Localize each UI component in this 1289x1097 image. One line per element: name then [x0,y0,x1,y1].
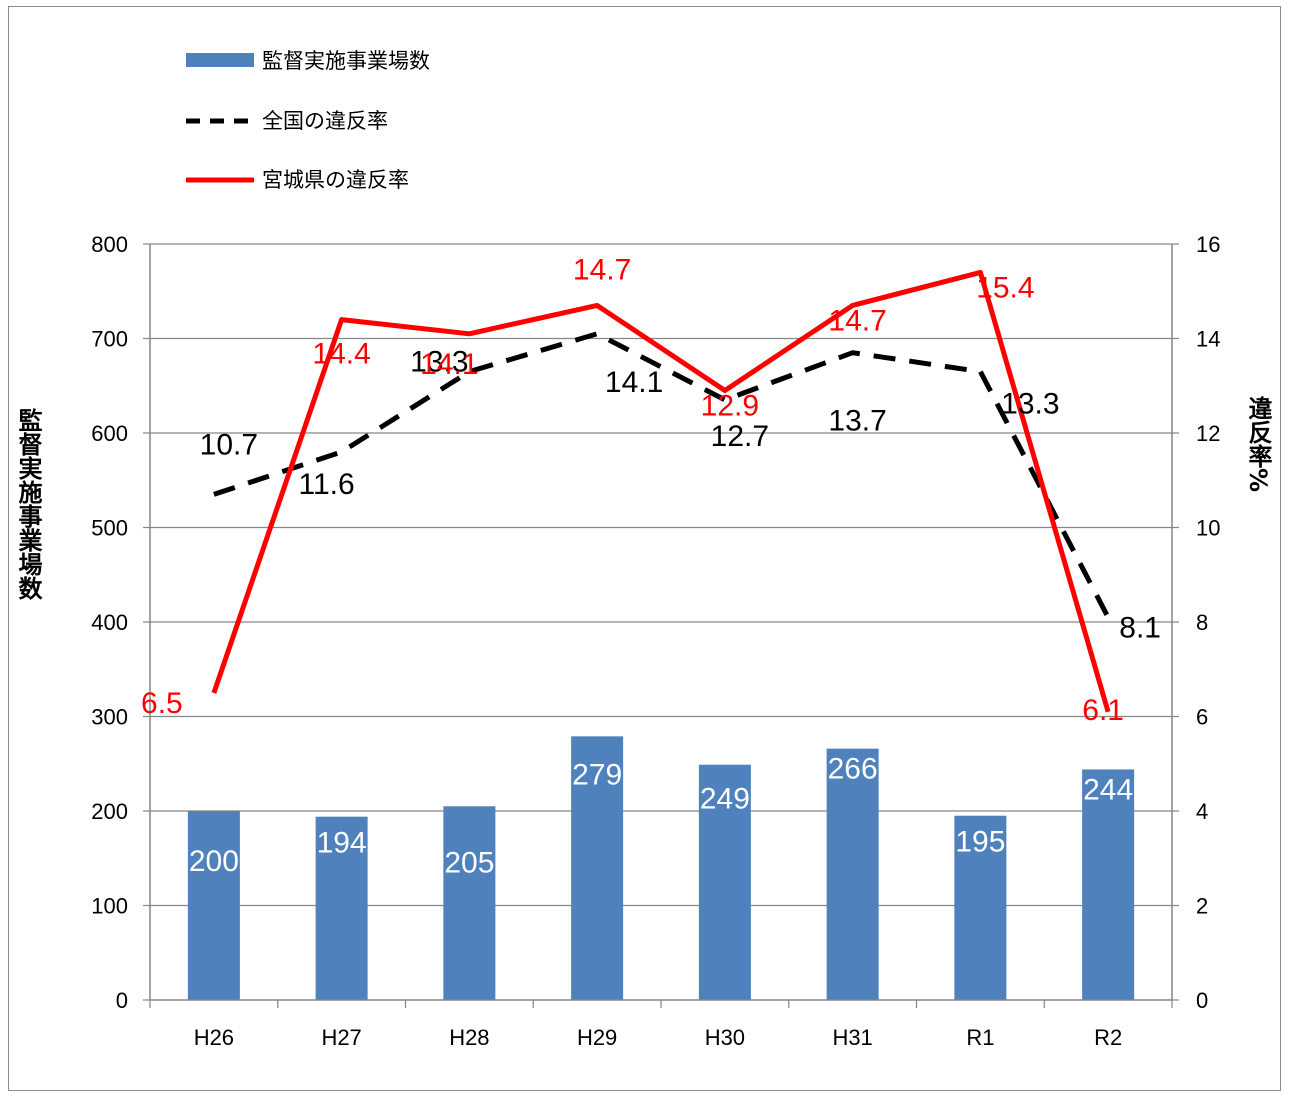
left-tick-label: 0 [116,988,128,1013]
national-data-label: 13.3 [1001,388,1059,421]
legend-swatch-bar [186,53,254,67]
left-tick-label: 500 [91,516,128,541]
right-tick-label: 12 [1196,421,1220,446]
x-tick-label: H26 [194,1025,234,1050]
miyagi-data-label: 14.1 [420,348,478,381]
right-tick-label: 0 [1196,988,1208,1013]
right-tick-label: 6 [1196,705,1208,730]
national-data-label: 11.6 [299,468,355,501]
legend-item-bar: 監督実施事業場数 [186,49,430,73]
right-tick-label: 8 [1196,610,1208,635]
bar [187,811,240,1000]
right-tick-label: 4 [1196,799,1208,824]
left-tick-label: 100 [91,894,128,919]
data-labels: 20019420527924926619524410.711.613.314.1… [141,253,1161,879]
bar-data-label: 194 [317,827,367,860]
bar [1082,769,1135,1000]
miyagi-data-label: 14.7 [573,253,631,286]
legend-label-miyagi: 宮城県の違反率 [262,168,409,192]
national-data-label: 12.7 [711,420,769,453]
bar-data-label: 244 [1083,773,1133,806]
legend-item-miyagi: 宮城県の違反率 [186,168,409,192]
national-data-label: 14.1 [605,366,663,399]
right-axis-title: 違反率% [1244,396,1272,492]
bar [826,748,879,1000]
bar-data-label: 205 [444,846,494,879]
bar-data-label: 266 [828,753,878,786]
left-tick-label: 600 [91,421,128,446]
left-tick-label: 700 [91,327,128,352]
left-tick-label: 400 [91,610,128,635]
legend-label-bar: 監督実施事業場数 [262,49,430,73]
right-tick-label: 14 [1196,327,1220,352]
bar [315,816,368,1000]
x-tick-label: H31 [832,1025,872,1050]
miyagi-data-label: 14.7 [828,304,886,337]
bar [443,806,496,1000]
bar-data-label: 279 [572,758,622,791]
left-tick-label: 200 [91,799,128,824]
miyagi-data-label: 15.4 [976,271,1034,304]
miyagi-data-label: 6.5 [141,687,183,720]
bar [954,815,1007,1000]
national-data-label: 13.3 [410,346,468,379]
legend: 監督実施事業場数 全国の違反率 宮城県の違反率 [186,49,430,192]
legend-label-national: 全国の違反率 [262,109,388,133]
legend-item-national: 全国の違反率 [186,109,388,133]
bar-data-label: 195 [955,826,1005,859]
miyagi-data-label: 14.4 [312,338,370,371]
national-data-label: 10.7 [200,428,258,461]
left-tick-label: 800 [91,232,128,257]
right-tick-label: 2 [1196,894,1208,919]
miyagi-rate-line [211,269,1111,713]
miyagi-data-label: 6.1 [1082,694,1124,727]
x-tick-label: R1 [966,1025,994,1050]
miyagi-data-label: 12.9 [701,389,759,422]
bar [571,736,624,1000]
bar [698,764,751,1000]
right-tick-label: 10 [1196,516,1220,541]
line-series [211,269,1111,713]
right-tick-label: 16 [1196,232,1220,257]
x-tick-label: H30 [705,1025,745,1050]
national-rate-line [213,331,1111,619]
x-tick-label: H28 [449,1025,489,1050]
x-tick-label: H27 [321,1025,361,1050]
bar-data-label: 200 [189,845,239,878]
bar-data-label: 249 [700,783,750,816]
bar-series [187,736,1135,1000]
national-data-label: 13.7 [828,405,886,438]
left-axis-title: 監督実施事業場数 [14,408,42,601]
national-data-label: 8.1 [1119,611,1161,644]
x-tick-label: R2 [1094,1025,1122,1050]
tick-labels: 0 100 200 300 400 500 600 700 800 0 2 4 6 8 10 12 14 16 H2… [91,232,1220,1050]
left-tick-label: 300 [91,705,128,730]
gridlines [150,243,1172,907]
x-tick-label: H29 [577,1025,617,1050]
